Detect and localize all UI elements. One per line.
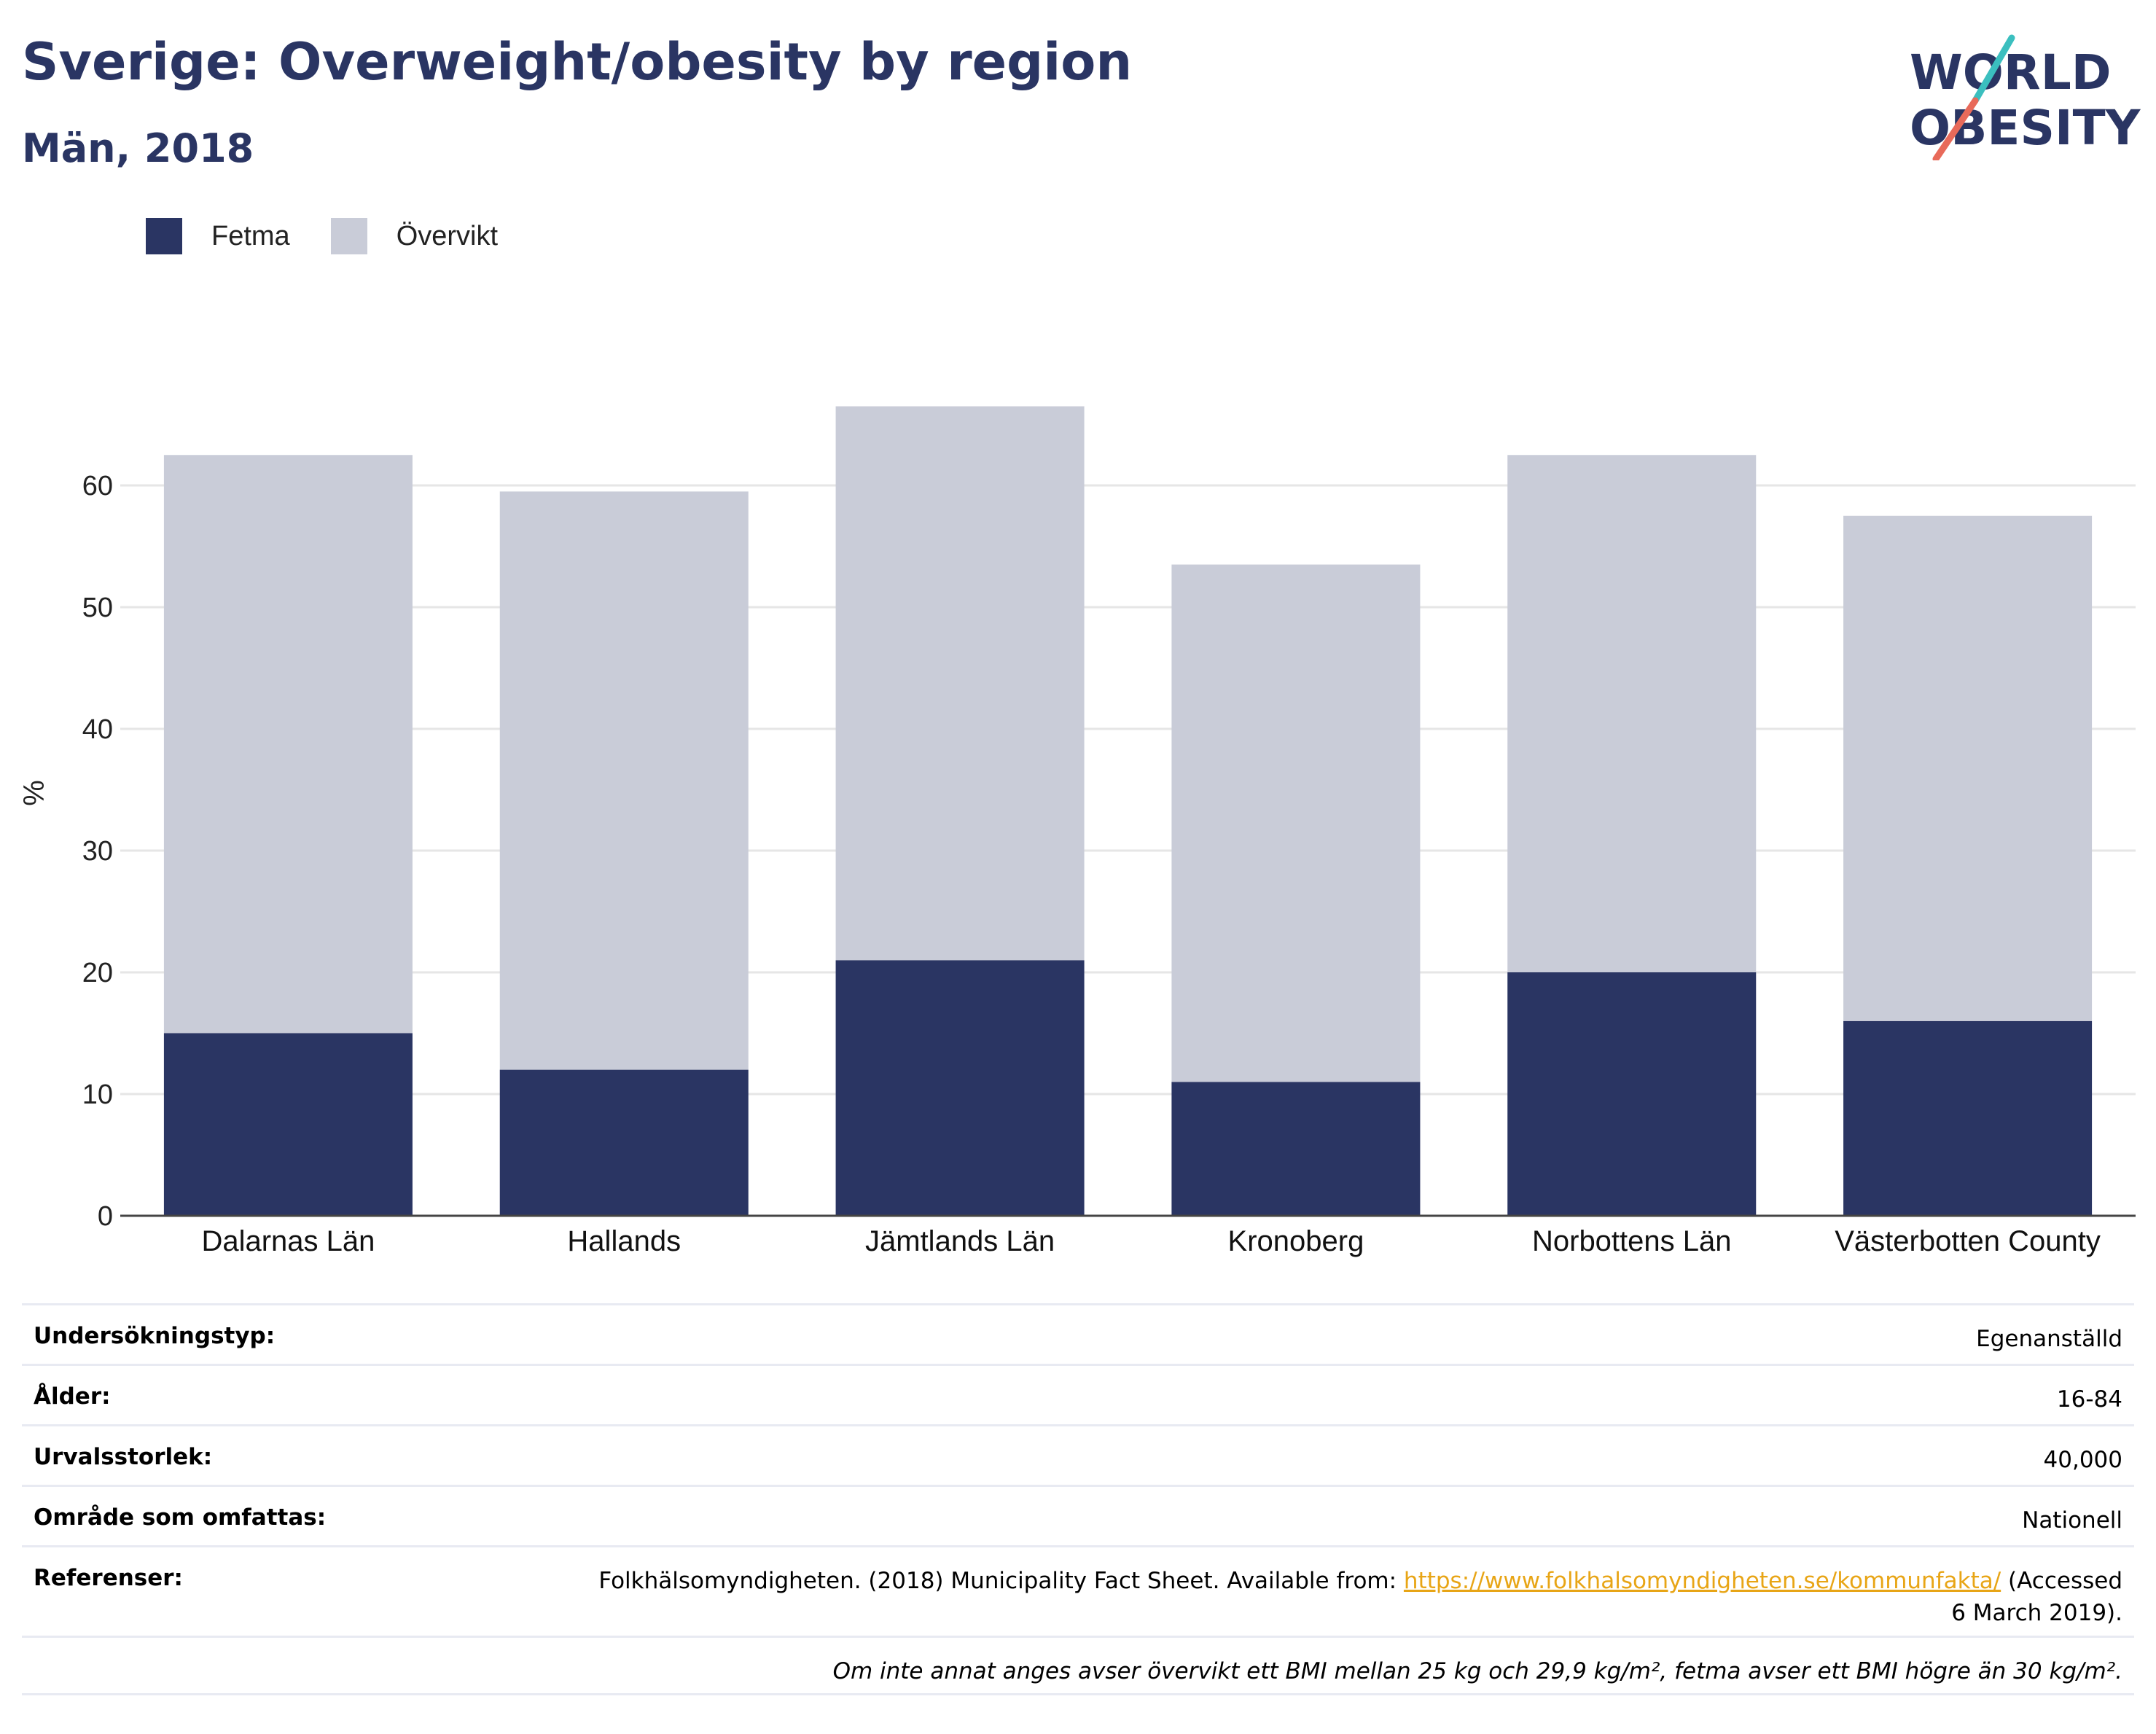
y-axis-label: % [18,780,50,806]
y-tick-label: 40 [82,714,113,745]
bar-fetma[interactable] [163,1033,413,1216]
bar-fetma[interactable] [1843,1020,2093,1216]
reference-link[interactable]: https://www.folkhalsomyndigheten.se/komm… [1403,1568,2001,1594]
info-value: 40,000 [2043,1447,2122,1473]
info-key: Ålder: [34,1383,111,1410]
info-row-sample-size: Urvalsstorlek: 40,000 [22,1424,2134,1485]
bar-overvikt[interactable] [1171,564,1421,1082]
logo-slash-top [1972,34,2015,104]
x-tick-label: Jämtlands Län [865,1225,1055,1257]
info-key: Undersökningstyp: [34,1323,276,1349]
legend-swatch-fetma [146,218,182,254]
x-tick-label: Västerbotten County [1835,1225,2101,1257]
world-obesity-logo: WORLD OBESITY [1910,34,2141,160]
y-tick-label: 0 [98,1201,113,1232]
legend-item-fetma[interactable]: Fetma [146,218,290,254]
bar-overvikt[interactable] [499,491,749,1070]
bar-overvikt[interactable] [163,455,413,1034]
x-axis-labels: Dalarnas Län Hallands Jämtlands Län Kronobe… [201,1225,2100,1257]
reference-text: Folkhälsomyndigheten. (2018) Municipalit… [598,1565,2122,1629]
logo-line2: OBESITY [1910,100,2141,156]
bar-overvikt[interactable] [835,406,1085,961]
reference-suffix: (Accessed [2001,1568,2122,1594]
info-row-survey-type: Undersökningstyp: Egenanställd [22,1303,2134,1364]
bar-fetma[interactable] [1507,972,1757,1216]
bar-overvikt[interactable] [1843,515,2093,1021]
y-tick-label: 60 [82,471,113,501]
logo-line1: WORLD [1910,44,2112,101]
legend-label-overvikt: Övervikt [396,220,499,251]
reference-prefix: Folkhälsomyndigheten. (2018) Municipalit… [598,1568,1404,1594]
x-tick-label: Norbottens Län [1532,1225,1732,1257]
bars [163,406,2093,1216]
info-row-note: Om inte annat anges avser övervikt ett B… [22,1636,2134,1695]
info-row-age: Ålder: 16-84 [22,1364,2134,1424]
bar-fetma[interactable] [499,1069,749,1216]
legend-swatch-overvikt [330,218,367,254]
gridlines [120,484,2136,1096]
y-tick-label: 30 [82,836,113,867]
info-row-references: Referenser: Folkhälsomyndigheten. (2018)… [22,1545,2134,1636]
bmi-note: Om inte annat anges avser övervikt ett B… [832,1658,2122,1684]
info-value: 16-84 [2056,1386,2122,1413]
y-tick-label: 50 [82,593,113,623]
y-axis-ticks: 0 10 20 30 40 50 60 [82,471,113,1232]
bar-overvikt[interactable] [1507,455,1757,972]
info-value: Nationell [2022,1507,2122,1534]
legend-item-overvikt[interactable]: Övervikt [330,218,499,254]
info-key: Område som omfattas: [34,1504,327,1531]
stacked-bar-chart: 0 10 20 30 40 50 60 Dalarnas Län Hallands Jämtla… [18,406,2136,1257]
chart-subtitle: Män, 2018 [22,125,254,171]
info-key: Referenser: [34,1565,183,1591]
y-tick-label: 20 [82,958,113,988]
x-tick-label: Hallands [567,1225,681,1257]
info-value: Egenanställd [1976,1326,2122,1352]
y-tick-label: 10 [82,1079,113,1110]
bar-fetma[interactable] [1171,1082,1421,1216]
info-row-area: Område som omfattas: Nationell [22,1485,2134,1545]
bar-fetma[interactable] [835,960,1085,1216]
x-tick-label: Kronoberg [1228,1225,1364,1257]
metadata-table: Undersökningstyp: Egenanställd Ålder: 16… [22,1303,2134,1695]
logo-slash-bottom [1932,97,1979,160]
legend-label-fetma: Fetma [211,220,290,251]
legend: Fetma Övervikt [146,216,539,257]
chart-title: Sverige: Overweight/obesity by region [22,32,1133,92]
reference-accessed: 6 March 2019). [1951,1600,2122,1626]
x-tick-label: Dalarnas Län [201,1225,375,1257]
info-key: Urvalsstorlek: [34,1444,213,1470]
